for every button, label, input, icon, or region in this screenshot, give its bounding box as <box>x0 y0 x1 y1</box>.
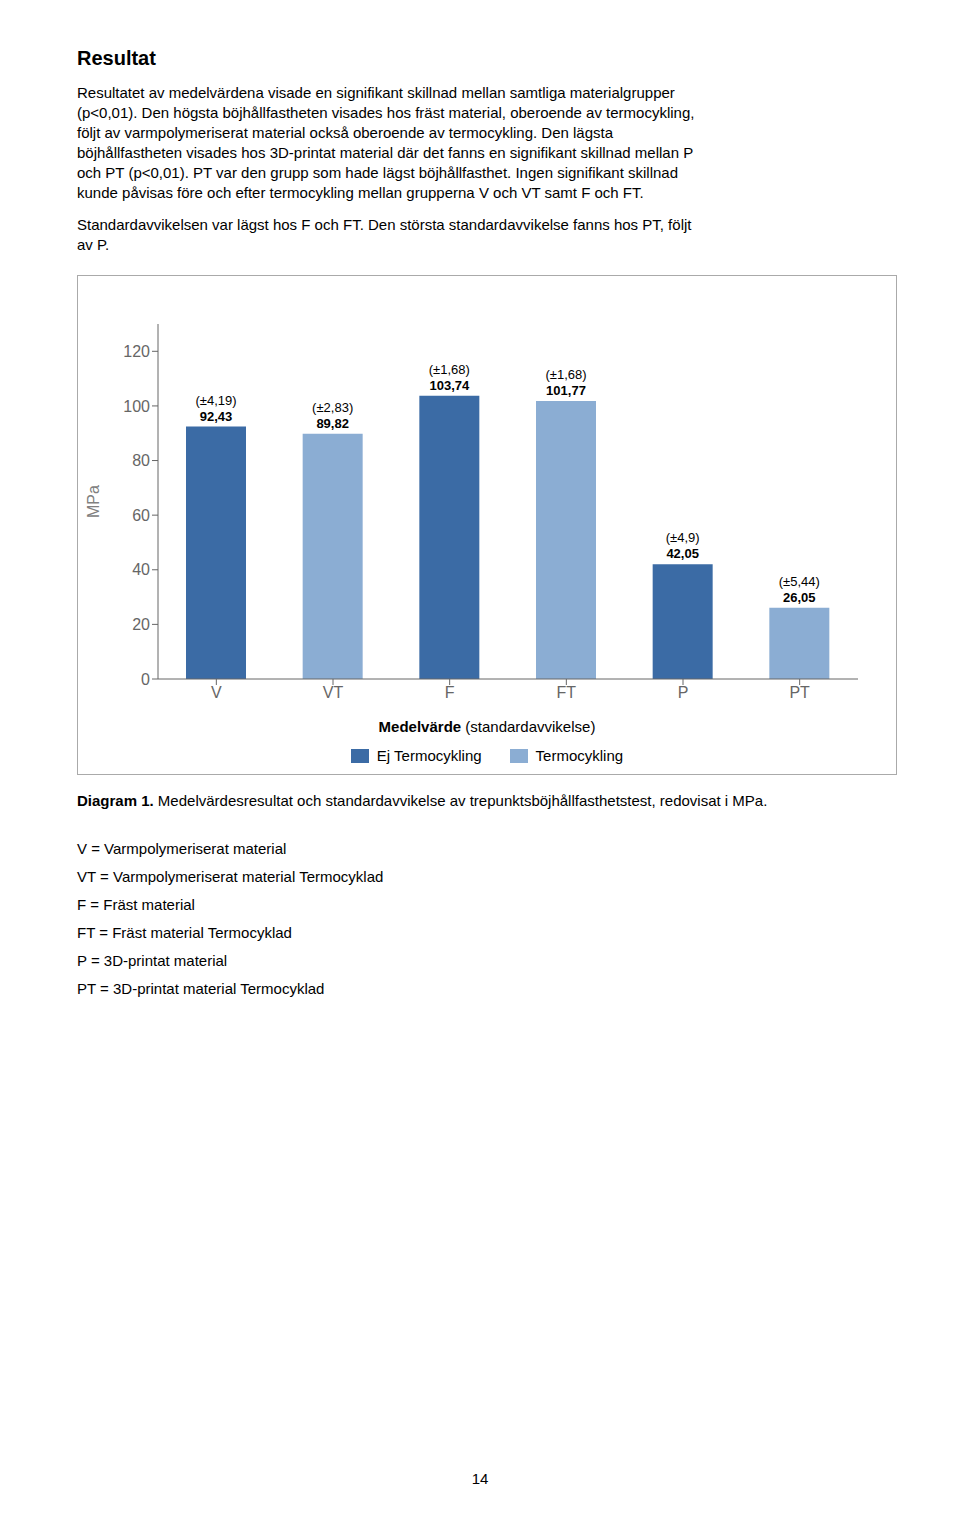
svg-text:60: 60 <box>132 507 150 524</box>
svg-text:(±4,19): (±4,19) <box>195 393 236 408</box>
svg-text:MPa: MPa <box>85 485 102 518</box>
svg-text:F: F <box>445 684 455 701</box>
svg-text:92,43: 92,43 <box>200 409 233 424</box>
svg-text:(±1,68): (±1,68) <box>429 362 470 377</box>
svg-text:120: 120 <box>123 343 150 360</box>
html-text:Medelvärde (standardavvikelse): Medelvärde (standardavvikelse) <box>378 718 596 735</box>
svg-text:40: 40 <box>132 561 150 578</box>
svg-text:80: 80 <box>132 452 150 469</box>
html-text:Ej Termocykling: Ej Termocykling <box>376 747 482 764</box>
svg-text:103,74: 103,74 <box>429 378 470 393</box>
svg-text:(±1,68): (±1,68) <box>545 367 586 382</box>
svg-text:(±4,9): (±4,9) <box>666 530 700 545</box>
html-text:FT = Fräst material Termocykla: FT = Fräst material Termocyklad <box>77 924 292 941</box>
html-text:Diagram 1. Medelvärdesresultat: Diagram 1. Medelvärdesresultat och stand… <box>77 792 768 809</box>
svg-text:(±5,44): (±5,44) <box>779 574 820 589</box>
svg-text:P: P <box>678 684 689 701</box>
svg-text:(±2,83): (±2,83) <box>312 400 353 415</box>
svg-text:VT: VT <box>323 684 344 701</box>
html-text:PT = 3D-printat material Termo: PT = 3D-printat material Termocyklad <box>77 980 325 997</box>
svg-text:FT: FT <box>557 684 577 701</box>
svg-text:89,82: 89,82 <box>316 416 349 431</box>
svg-text:V: V <box>211 684 222 701</box>
html-text:Resultatet av medelvärdena vis: Resultatet av medelvärdena visade en sig… <box>77 84 695 201</box>
html-text:Termocykling: Termocykling <box>535 747 624 764</box>
svg-text:100: 100 <box>123 398 150 415</box>
html-text:V = Varmpolymeriserat material: V = Varmpolymeriserat material <box>77 840 287 857</box>
svg-text:42,05: 42,05 <box>666 546 699 561</box>
svg-text:PT: PT <box>789 684 810 701</box>
html-text:Standardavvikelsen var lägst h: Standardavvikelsen var lägst hos F och F… <box>77 216 692 253</box>
html-text:F = Fräst material: F = Fräst material <box>77 896 195 913</box>
svg-text:20: 20 <box>132 616 150 633</box>
svg-text:101,77: 101,77 <box>546 383 586 398</box>
svg-text:0: 0 <box>141 671 150 688</box>
html-text:VT = Varmpolymeriserat materia: VT = Varmpolymeriserat material Termocyk… <box>77 868 384 885</box>
html-text:14: 14 <box>471 1470 489 1487</box>
svg-text:26,05: 26,05 <box>783 590 816 605</box>
html-text:Resultat: Resultat <box>77 47 156 69</box>
html-text:P = 3D-printat material: P = 3D-printat material <box>77 952 228 969</box>
